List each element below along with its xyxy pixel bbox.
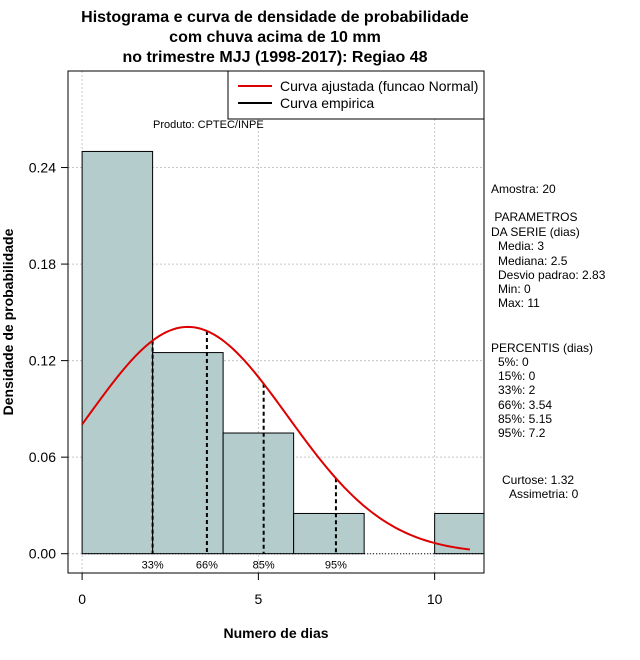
y-tick-label-0: 0.00 — [29, 546, 56, 562]
param-media: Media: 3 — [498, 239, 544, 253]
params-title-2: DA SERIE (dias) — [491, 225, 580, 239]
stats-panel: Amostra: 20 PARAMETROS DA SERIE (dias) M… — [491, 182, 606, 501]
histogram-bar-2 — [222, 432, 295, 555]
histogram-bar-1 — [152, 352, 224, 555]
assimetria: Assimetria: 0 — [509, 487, 579, 501]
percentil-95: 95%: 7.2 — [498, 426, 546, 440]
x-axis-label: Numero de dias — [223, 625, 328, 641]
histogram-bar-5 — [434, 512, 485, 555]
x-axis: 0 5 10 — [78, 573, 443, 607]
param-desvio: Desvio padrao: 2.83 — [498, 268, 606, 282]
normal-curve-line — [81, 325, 471, 551]
sample-size: Amostra: 20 — [491, 182, 556, 196]
percentile-label-3: 95% — [325, 560, 347, 572]
title-line-3: no trimestre MJJ (1998-2017): Regiao 48 — [122, 49, 427, 66]
y-tick-label-2: 0.12 — [29, 353, 56, 369]
title-line-2: com chuva acima de 10 mm — [169, 29, 381, 46]
param-mediana: Mediana: 2.5 — [498, 254, 568, 268]
legend-box — [227, 70, 485, 120]
params-title-1: PARAMETROS — [491, 210, 577, 224]
percentile-label-2: 85% — [253, 560, 275, 572]
percentil-5: 5%: 0 — [498, 355, 529, 369]
x-tick-label-1: 5 — [254, 591, 262, 607]
percentile-label-0: 33% — [142, 560, 164, 572]
x-tick-label-2: 10 — [427, 591, 443, 607]
param-max: Max: 11 — [498, 296, 540, 310]
chart-title: Histograma e curva de densidade de proba… — [81, 9, 469, 66]
legend: Curva ajustada (funcao Normal) Curva emp… — [227, 70, 485, 120]
histogram-bar-0 — [81, 150, 154, 555]
percentile-label-1: 66% — [196, 560, 218, 572]
percentile-lines: 33% 66% 85% 95% — [82, 330, 484, 572]
histogram-bar-3 — [293, 512, 365, 555]
x-tick-label-0: 0 — [78, 591, 86, 607]
normal-curve — [81, 325, 471, 551]
title-line-1: Histograma e curva de densidade de proba… — [81, 9, 469, 26]
y-tick-label-3: 0.18 — [29, 256, 56, 272]
product-label: Produto: CPTEC/INPE — [153, 119, 264, 131]
percentil-66: 66%: 3.54 — [498, 398, 552, 412]
legend-entry-normal: Curva ajustada (funcao Normal) — [280, 78, 478, 94]
legend-entry-empirical: Curva empirica — [280, 95, 374, 111]
histogram-bars — [81, 150, 485, 555]
curtose: Curtose: 1.32 — [502, 473, 574, 487]
y-axis: 0.00 0.06 0.12 0.18 0.24 — [29, 160, 68, 562]
percentil-85: 85%: 5.15 — [498, 412, 552, 426]
percentil-15: 15%: 0 — [498, 369, 536, 383]
param-min: Min: 0 — [498, 282, 531, 296]
percentis-title: PERCENTIS (dias) — [491, 341, 593, 355]
y-axis-label: Densidade de probabilidade — [0, 228, 16, 415]
percentil-33: 33%: 2 — [498, 383, 536, 397]
y-tick-label-4: 0.24 — [29, 160, 56, 176]
y-tick-label-1: 0.06 — [29, 449, 56, 465]
